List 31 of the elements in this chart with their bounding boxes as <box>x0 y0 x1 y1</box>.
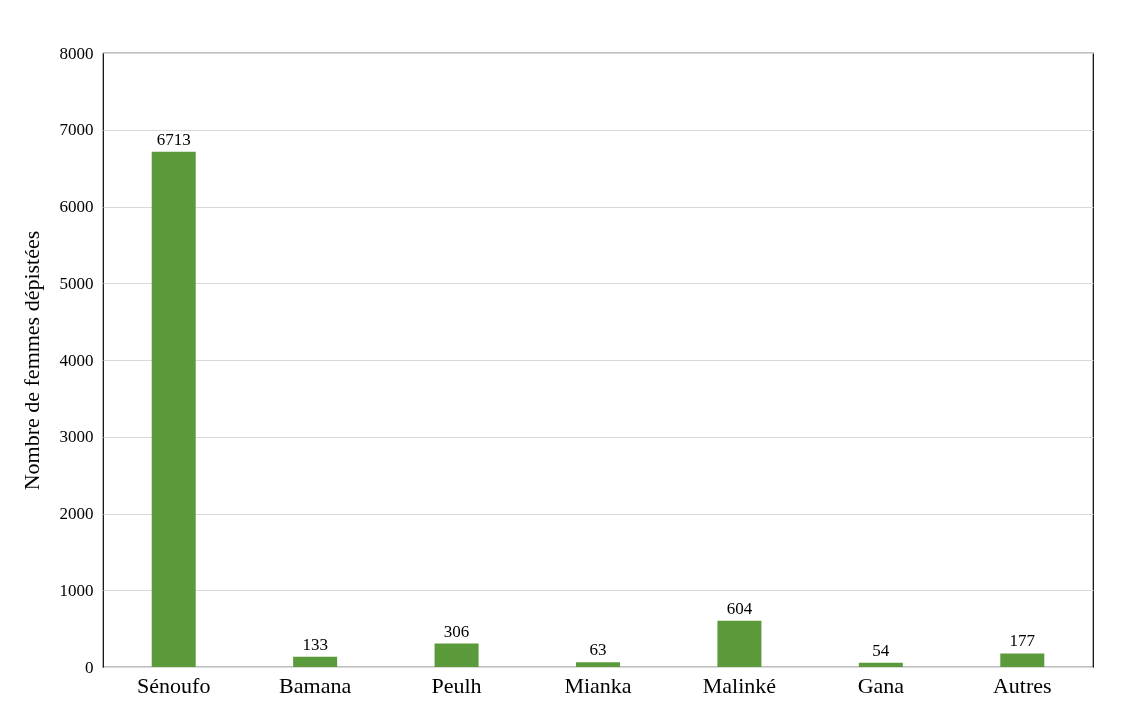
bar <box>858 662 903 667</box>
x-tick-label: Bamana <box>279 672 352 698</box>
y-tick-label: 8000 <box>59 43 94 63</box>
y-tick-label: 7000 <box>59 120 94 140</box>
y-tick-label: 6000 <box>59 197 94 216</box>
data-label: 306 <box>443 621 470 641</box>
data-label: 63 <box>589 640 607 660</box>
y-tick-label: 1000 <box>59 580 94 600</box>
data-label: 177 <box>1009 631 1036 651</box>
bar <box>576 662 620 667</box>
data-label: 604 <box>726 598 753 618</box>
y-tick-label: 2000 <box>59 504 94 523</box>
x-tick-label: Malinké <box>702 672 777 698</box>
x-tick-label: Autres <box>992 672 1052 698</box>
y-tick-label: 4000 <box>59 350 94 370</box>
y-axis-title: Nombre de femmes dépistées <box>18 230 44 491</box>
bar <box>717 620 762 667</box>
y-tick-label: 0 <box>85 657 94 677</box>
bar <box>434 643 479 667</box>
y-tick-label: 3000 <box>59 427 94 447</box>
y-tick-label: 5000 <box>59 273 94 293</box>
bar <box>151 151 196 667</box>
data-label: 133 <box>302 634 328 654</box>
data-label: 54 <box>872 640 890 660</box>
x-tick-label: Sénoufo <box>137 672 211 698</box>
data-label: 6713 <box>156 129 191 149</box>
x-tick-label: Gana <box>857 672 905 698</box>
bar <box>1000 653 1045 667</box>
x-tick-label: Mianka <box>564 672 632 698</box>
bar <box>293 656 338 667</box>
x-tick-label: Peulh <box>431 672 482 698</box>
